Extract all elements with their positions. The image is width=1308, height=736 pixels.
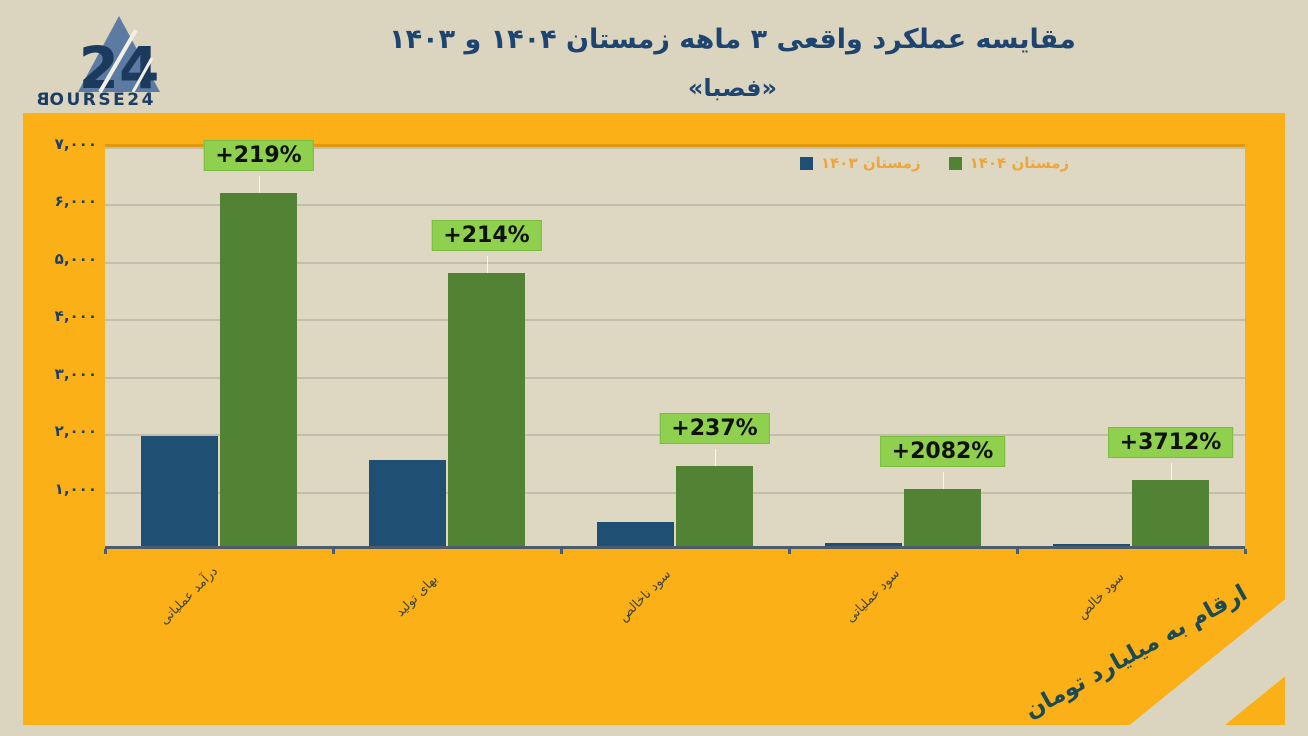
legend-label: زمستان ۱۴۰۳ xyxy=(821,154,921,172)
legend: زمستان ۱۴۰۳ زمستان ۱۴۰۴ xyxy=(800,154,1069,172)
x-axis-tickmark xyxy=(1016,549,1019,554)
logo-24-text: 24 xyxy=(79,34,160,94)
growth-label: +237% xyxy=(659,412,770,444)
y-axis-tick-label: ۱,۰۰۰ xyxy=(54,479,97,498)
y-axis-tick-label: ۵,۰۰۰ xyxy=(54,249,97,268)
title-block: مقایسه عملکرد واقعی ۳ ماهه زمستان ۱۴۰۴ و… xyxy=(282,24,1182,102)
bourse24-logo: 24 BOURSE24 xyxy=(30,4,160,112)
gridline xyxy=(105,319,1245,322)
gridline xyxy=(105,491,1245,494)
chart-title: مقایسه عملکرد واقعی ۳ ماهه زمستان ۱۴۰۴ و… xyxy=(389,24,1076,55)
logo-wordmark: BOURSE24 xyxy=(34,90,156,110)
legend-label: زمستان ۱۴۰۴ xyxy=(969,154,1070,172)
bar-1403-1 xyxy=(369,459,446,546)
callout-leader-line xyxy=(942,471,944,489)
x-axis-tickmark xyxy=(104,549,107,554)
gridline xyxy=(105,376,1245,379)
gridline xyxy=(105,147,1245,149)
y-axis-tick-label: ۳,۰۰۰ xyxy=(54,364,97,383)
x-axis-tickmark xyxy=(332,549,335,554)
bar-1404-4 xyxy=(1132,480,1209,546)
callout-leader-line xyxy=(258,175,260,193)
growth-label: +2082% xyxy=(879,435,1006,467)
bar-1404-1 xyxy=(448,273,525,546)
legend-swatch-icon xyxy=(800,156,813,170)
callout-leader-line xyxy=(486,256,488,274)
bar-1403-2 xyxy=(597,522,674,546)
bar-1403-0 xyxy=(141,435,218,546)
bar-1404-2 xyxy=(676,465,753,546)
growth-label: +219% xyxy=(203,139,314,171)
bar-1403-4 xyxy=(1053,544,1130,546)
logo-triangle-icon: 24 xyxy=(78,16,160,94)
legend-item-1403: زمستان ۱۴۰۳ xyxy=(800,154,921,172)
gridline xyxy=(105,261,1245,264)
plot-area: زمستان ۱۴۰۳ زمستان ۱۴۰۴ xyxy=(104,144,1247,554)
chart-subtitle: «فصبا» xyxy=(687,74,778,103)
x-axis-tickmark xyxy=(1244,549,1247,554)
x-axis-line xyxy=(105,546,1245,549)
y-axis-tick-label: ۲,۰۰۰ xyxy=(54,422,97,441)
bar-1404-3 xyxy=(904,488,981,546)
legend-swatch-icon xyxy=(948,156,962,170)
callout-leader-line xyxy=(714,448,716,466)
y-axis-tick-label: ۴,۰۰۰ xyxy=(54,307,97,326)
y-axis-tick-label: ۶,۰۰۰ xyxy=(54,192,97,211)
gridline xyxy=(105,204,1245,207)
growth-label: +3712% xyxy=(1107,427,1234,459)
bar-1404-0 xyxy=(220,192,297,546)
bar-1403-3 xyxy=(825,543,902,546)
legend-item-1404: زمستان ۱۴۰۴ xyxy=(948,154,1070,172)
y-axis-tick-label: ۷,۰۰۰ xyxy=(54,135,97,153)
growth-label: +214% xyxy=(431,220,542,252)
callout-leader-line xyxy=(1170,463,1172,481)
x-axis-tickmark xyxy=(560,549,563,554)
x-axis-tickmark xyxy=(788,549,791,554)
